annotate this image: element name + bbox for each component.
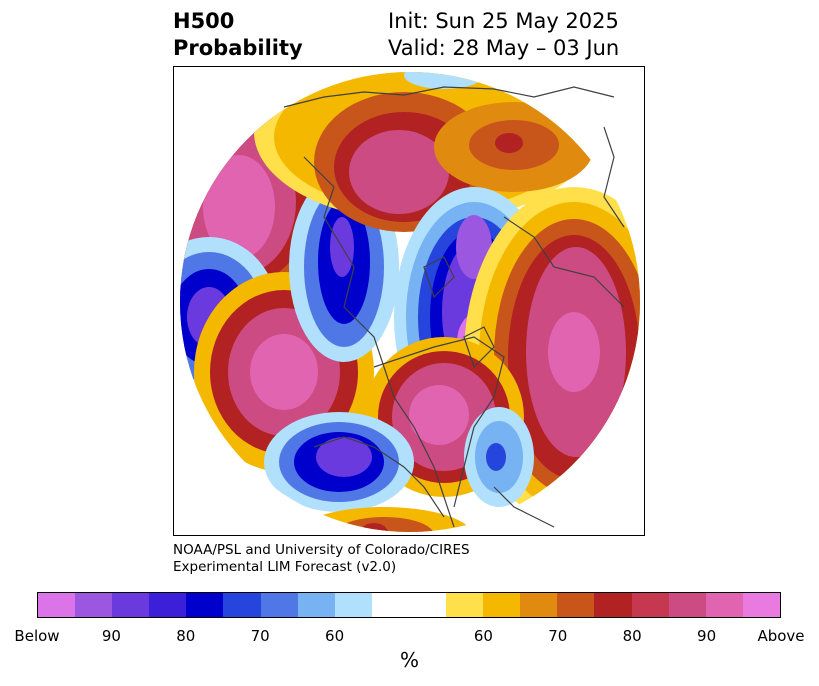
colorbar-tick-label: 80: [176, 627, 196, 645]
colorbar-segment: [631, 593, 669, 617]
title-variable: H500: [173, 9, 235, 33]
colorbar-ticks: Below 90 80 70 60 60 70 80 90 Above: [0, 627, 819, 647]
credit-line-2: Experimental LIM Forecast (v2.0): [173, 559, 397, 575]
colorbar-segment: [260, 593, 298, 617]
forecast-dates: Init: Sun 25 May 2025 Valid: 28 May – 03…: [388, 8, 619, 62]
colorbar-segment: [38, 593, 76, 617]
chart-title: H500 Probability: [173, 8, 303, 62]
anomaly-below-top: [404, 72, 484, 89]
colorbar-tick-label: 70: [250, 627, 270, 645]
colorbar-unit-label: %: [399, 648, 419, 672]
colorbar-segment: [557, 593, 595, 617]
colorbar-segment: [186, 593, 224, 617]
probability-field: [180, 72, 640, 532]
colorbar-segment: [112, 593, 150, 617]
colorbar-segment: [668, 593, 706, 617]
probability-map: [173, 66, 645, 536]
colorbar-tick-label: 90: [697, 627, 717, 645]
colorbar-segment: [446, 593, 484, 617]
title-type: Probability: [173, 36, 303, 60]
colorbar-tick-label: 60: [325, 627, 345, 645]
colorbar-segment: [594, 593, 632, 617]
credit-text: NOAA/PSL and University of Colorado/CIRE…: [173, 542, 470, 576]
colorbar-segment: [371, 593, 409, 617]
colorbar: [37, 592, 781, 618]
coastlines: [283, 86, 625, 528]
colorbar-segment: [408, 593, 447, 617]
colorbar-segment: [742, 593, 780, 617]
anomaly-below-atlantic: [464, 407, 534, 507]
colorbar-tick-label: Below: [14, 627, 60, 645]
init-date: Init: Sun 25 May 2025: [388, 9, 619, 33]
colorbar-segment: [705, 593, 743, 617]
colorbar-tick-label: 80: [622, 627, 642, 645]
colorbar-segment: [223, 593, 261, 617]
colorbar-segment: [297, 593, 335, 617]
valid-date: Valid: 28 May – 03 Jun: [388, 36, 620, 60]
colorbar-tick-label: Above: [757, 627, 805, 645]
colorbar-segment: [520, 593, 558, 617]
colorbar-segment: [75, 593, 113, 617]
colorbar-tick-label: 70: [548, 627, 568, 645]
colorbar-tick-label: 60: [473, 627, 493, 645]
colorbar-segment: [149, 593, 187, 617]
map-svg: [180, 72, 640, 532]
colorbar-tick-label: 90: [101, 627, 121, 645]
credit-line-1: NOAA/PSL and University of Colorado/CIRE…: [173, 542, 470, 558]
colorbar-segment: [334, 593, 372, 617]
colorbar-segment: [483, 593, 521, 617]
anomaly-below-northeast-pacific: [264, 412, 414, 512]
